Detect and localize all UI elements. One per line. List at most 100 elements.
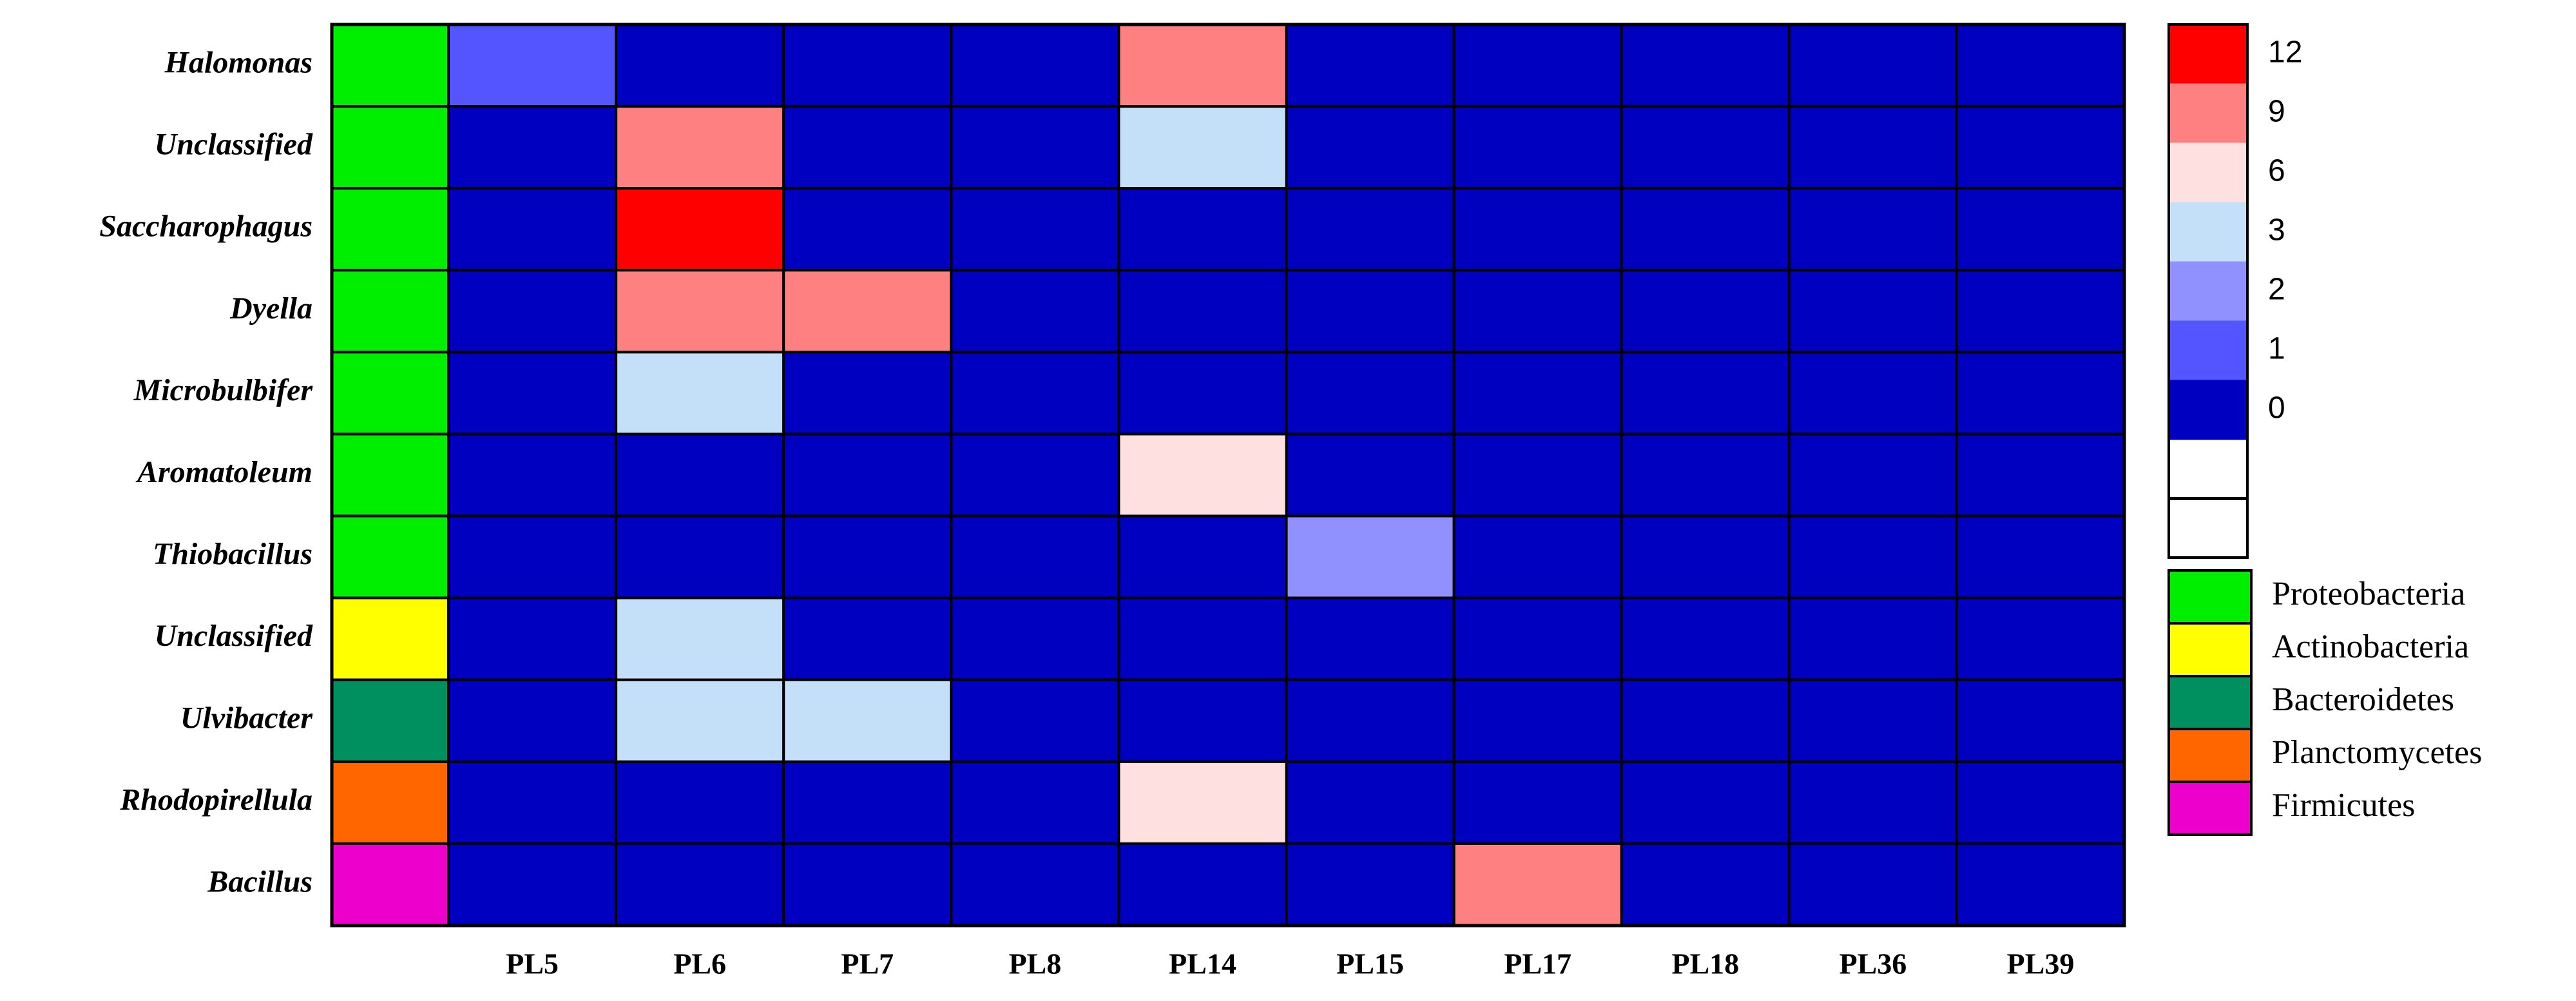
phylum-cell [331, 432, 450, 518]
heatmap-cell [1620, 514, 1791, 599]
heatmap-cell [950, 760, 1120, 845]
legend-label: Bacteroidetes [2272, 681, 2454, 718]
colorbar-bin [2168, 24, 2248, 84]
heatmap-cell [1285, 596, 1456, 681]
colorbar-bin [2168, 83, 2248, 144]
heatmap-cell [1955, 760, 2126, 845]
phylum-cell [331, 269, 450, 354]
heatmap-cell [950, 432, 1120, 518]
heatmap-cell [1452, 187, 1623, 272]
column-label: PL15 [1336, 948, 1404, 980]
colorbar-label: 1 [2268, 332, 2285, 366]
heatmap-cell [950, 842, 1120, 927]
heatmap-cell [1620, 842, 1791, 927]
heatmap-cell [1955, 678, 2126, 763]
heatmap-cell [1452, 269, 1623, 354]
heatmap-cell [1620, 760, 1791, 845]
heatmap-cell [447, 105, 618, 190]
heatmap-cell [1117, 23, 1288, 108]
row-label: Bacillus [207, 864, 312, 899]
column-label: PL7 [841, 948, 894, 980]
heatmap-cell [1452, 351, 1623, 436]
legend-label: Proteobacteria [2272, 576, 2465, 612]
colorbar-bin [2168, 380, 2248, 440]
heatmap-cell [1955, 432, 2126, 518]
column-label: PL18 [1671, 948, 1739, 980]
heatmap-cell [615, 678, 785, 763]
heatmap-cell [447, 269, 618, 354]
heatmap-cell [1620, 105, 1791, 190]
colorbar-label: 9 [2268, 95, 2285, 129]
heatmap-cell [1620, 187, 1791, 272]
legend-swatch [2167, 569, 2253, 625]
heatmap-cell [1117, 678, 1288, 763]
heatmap-cell [447, 351, 618, 436]
colorbar-bin [2168, 142, 2248, 203]
heatmap-cell [1955, 187, 2126, 272]
heatmap-cell [615, 187, 785, 272]
heatmap-cell [1117, 351, 1288, 436]
heatmap-cell [950, 351, 1120, 436]
heatmap-cell [447, 514, 618, 599]
colorbar-label: 12 [2268, 35, 2302, 70]
heatmap-cell [1955, 514, 2126, 599]
heatmap-cell [615, 105, 785, 190]
heatmap-cell [1452, 678, 1623, 763]
heatmap-cell [950, 269, 1120, 354]
heatmap-cell [782, 678, 953, 763]
legend-swatch [2167, 622, 2253, 677]
heatmap-cell [615, 269, 785, 354]
heatmap-cell [447, 760, 618, 845]
heatmap-cell [1285, 514, 1456, 599]
heatmap-cell [1787, 187, 1958, 272]
heatmap-cell [1117, 105, 1288, 190]
heatmap-cell [1117, 842, 1288, 927]
legend-label: Firmicutes [2272, 787, 2415, 824]
heatmap-cell [1620, 23, 1791, 108]
heatmap-cell [1285, 760, 1456, 845]
heatmap-cell [782, 596, 953, 681]
heatmap-cell [782, 351, 953, 436]
heatmap-cell [782, 187, 953, 272]
heatmap-cell [782, 760, 953, 845]
phylum-cell [331, 351, 450, 436]
heatmap-cell [1285, 678, 1456, 763]
row-label: Microbulbifer [133, 373, 314, 407]
heatmap-cell [1787, 105, 1958, 190]
heatmap-cell [1955, 596, 2126, 681]
heatmap-cell [1285, 269, 1456, 354]
heatmap-cell [1285, 187, 1456, 272]
heatmap-cell [1620, 596, 1791, 681]
heatmap-cell [1285, 351, 1456, 436]
phylum-cell [331, 23, 450, 108]
heatmap-cell [1787, 596, 1958, 681]
heatmap-cell [1117, 269, 1288, 354]
heatmap-cell [950, 596, 1120, 681]
heatmap-cell [1787, 842, 1958, 927]
phylum-cell [331, 514, 450, 599]
row-label: Halomonas [164, 46, 312, 80]
heatmap-cell [1117, 187, 1288, 272]
heatmap-cell [1452, 432, 1623, 518]
colorbar-label: 3 [2268, 213, 2285, 248]
heatmap-cell [1787, 269, 1958, 354]
heatmap-cell [1285, 432, 1456, 518]
heatmap-cell [615, 23, 785, 108]
heatmap-cell [447, 596, 618, 681]
heatmap-cell [1787, 23, 1958, 108]
heatmap-cell [1452, 596, 1623, 681]
heatmap-cell [1787, 678, 1958, 763]
heatmap-cell [1452, 760, 1623, 845]
column-label: PL17 [1504, 948, 1572, 980]
heatmap-cell [1620, 432, 1791, 518]
heatmap-cell [1452, 23, 1623, 108]
heatmap-cell [615, 351, 785, 436]
heatmap-cell [782, 514, 953, 599]
heatmap-cell [615, 514, 785, 599]
column-label: PL36 [1839, 948, 1907, 980]
legend-label: Planctomycetes [2272, 734, 2482, 771]
heatmap-cell [1787, 432, 1958, 518]
heatmap-cell [1955, 842, 2126, 927]
colorbar-bin [2168, 261, 2248, 322]
heatmap-cell [447, 432, 618, 518]
